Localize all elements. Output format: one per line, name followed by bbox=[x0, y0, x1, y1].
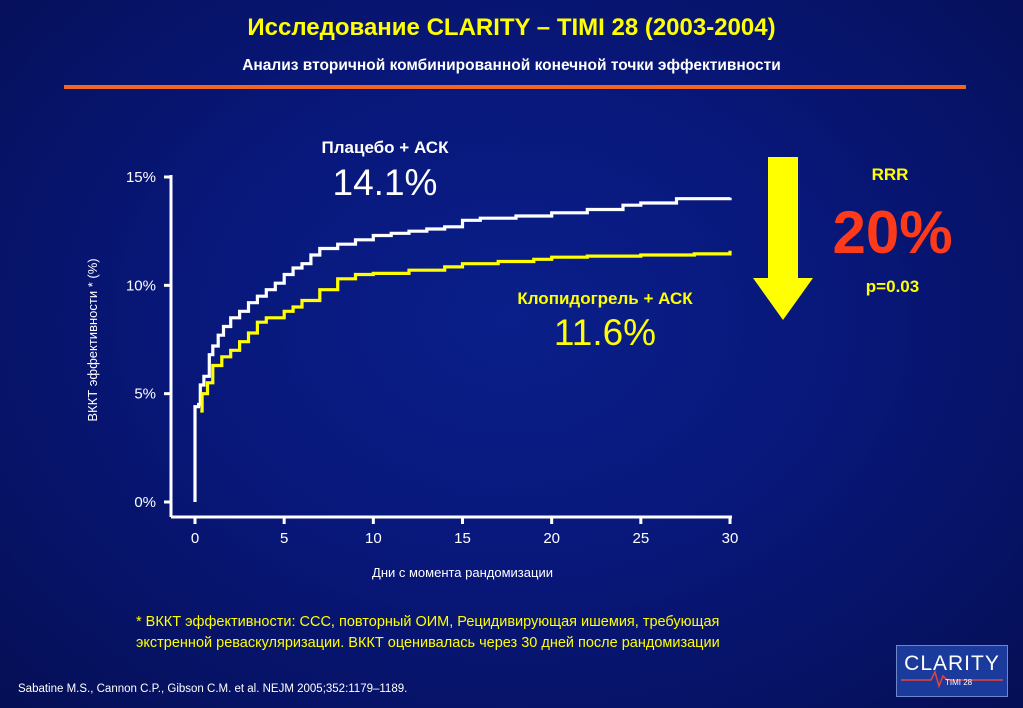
x-axis-title: Дни с момента рандомизации bbox=[372, 565, 553, 580]
slide-title: Исследование CLARITY – TIMI 28 (2003-200… bbox=[247, 14, 776, 41]
y-tick-label: 5% bbox=[134, 386, 156, 403]
x-tick-label: 25 bbox=[632, 530, 649, 547]
y-tick-label: 15% bbox=[126, 169, 156, 186]
clarity-logo: CLARITY TIMI 28 bbox=[896, 645, 1008, 697]
footnote: * ВККТ эффективности: ССС, повторный ОИМ… bbox=[136, 612, 796, 654]
p-value: p=0.03 bbox=[865, 277, 920, 296]
slide-subtitle: Анализ вторичной комбинированной конечно… bbox=[242, 57, 781, 74]
footnote-line-2: экстренной реваскуляризации. ВККТ оценив… bbox=[136, 635, 720, 651]
clopidogrel-value: 11.6% bbox=[553, 312, 657, 353]
clopidogrel-series-line bbox=[200, 250, 732, 413]
logo-wordmark: CLARITY bbox=[904, 652, 1000, 675]
x-tick-label: 15 bbox=[454, 530, 471, 547]
placebo-value: 14.1% bbox=[332, 162, 438, 203]
placebo-series-line bbox=[193, 197, 732, 502]
placebo-label: Плацебо + АСК bbox=[321, 138, 449, 157]
title-divider bbox=[64, 85, 966, 89]
x-tick-label: 10 bbox=[365, 530, 382, 547]
x-tick-label: 20 bbox=[543, 530, 560, 547]
rrr-label: RRR bbox=[871, 165, 909, 184]
y-axis-title: ВККТ эффективности * (%) bbox=[85, 258, 100, 421]
x-tick-label: 5 bbox=[280, 530, 288, 547]
rrr-value: 20% bbox=[832, 199, 953, 266]
x-tick-label: 0 bbox=[191, 530, 199, 547]
y-tick-label: 10% bbox=[126, 277, 156, 294]
citation: Sabatine M.S., Cannon C.P., Gibson C.M. … bbox=[18, 683, 408, 695]
clopidogrel-label: Клопидогрель + АСК bbox=[517, 289, 693, 308]
arrow-down-icon bbox=[753, 157, 813, 320]
x-tick-label: 30 bbox=[722, 530, 739, 547]
y-tick-label: 0% bbox=[134, 494, 156, 511]
footnote-line-1: * ВККТ эффективности: ССС, повторный ОИМ… bbox=[136, 614, 720, 630]
logo-subtitle: TIMI 28 bbox=[945, 678, 973, 687]
logo-heartbeat-icon bbox=[901, 669, 1003, 689]
